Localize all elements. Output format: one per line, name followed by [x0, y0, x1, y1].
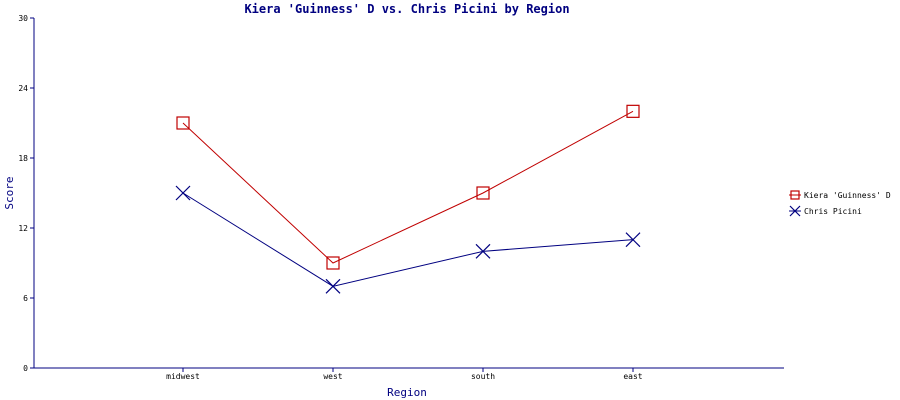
legend-label: Chris Picini	[804, 207, 862, 216]
data-point	[325, 278, 341, 294]
series-line	[182, 110, 634, 264]
x-axis-label: Region	[387, 386, 427, 399]
y-axis-label: Score	[3, 176, 16, 209]
x-axis-ticks: midwest west south east	[166, 368, 643, 381]
x-tick-label: midwest	[166, 372, 200, 381]
y-axis-ticks: 0 6 12 18 24 30	[18, 14, 34, 373]
series-0	[176, 104, 640, 270]
legend-item: Chris Picini	[789, 205, 862, 217]
data-point	[475, 243, 491, 259]
y-tick-label: 30	[18, 14, 28, 23]
y-tick-label: 24	[18, 84, 28, 93]
data-point	[625, 232, 641, 248]
legend-marker	[790, 190, 800, 200]
legend-marker	[789, 205, 801, 217]
chart-title: Kiera 'Guinness' D vs. Chris Picini by R…	[244, 2, 569, 16]
data-point	[326, 256, 340, 270]
series-1	[175, 185, 641, 294]
x-tick-label: west	[323, 372, 342, 381]
y-tick-label: 12	[18, 224, 28, 233]
x-tick-label: east	[623, 372, 642, 381]
y-tick-label: 6	[23, 294, 28, 303]
data-point	[626, 104, 640, 118]
legend: Kiera 'Guinness' D Chris Picini	[789, 190, 891, 217]
data-point	[476, 186, 490, 200]
data-point	[176, 116, 190, 130]
series-line	[182, 192, 634, 287]
legend-label: Kiera 'Guinness' D	[804, 191, 891, 200]
data-point	[175, 185, 191, 201]
series-layer	[175, 104, 641, 294]
y-tick-label: 0	[23, 364, 28, 373]
legend-item: Kiera 'Guinness' D	[789, 190, 891, 200]
x-tick-label: south	[471, 372, 495, 381]
y-tick-label: 18	[18, 154, 28, 163]
